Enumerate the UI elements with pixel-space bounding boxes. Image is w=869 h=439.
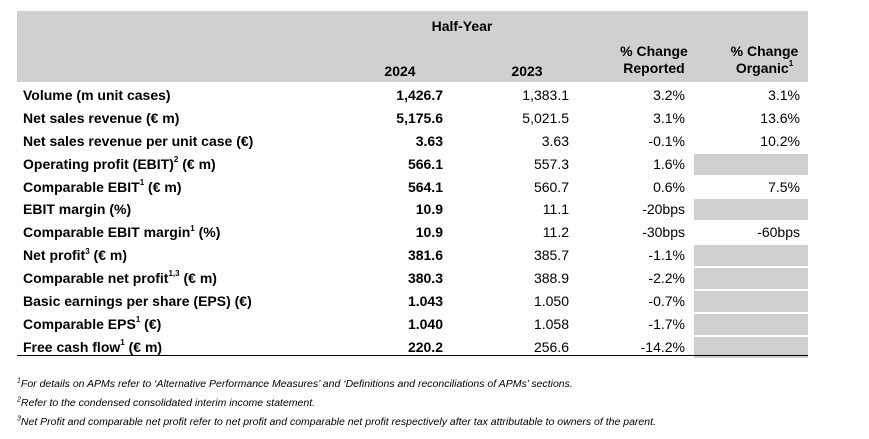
value-change-reported: 3.2% xyxy=(653,87,685,103)
row-label: Operating profit (EBIT)2 (€ m) xyxy=(23,155,216,172)
value-change-reported: -1.7% xyxy=(648,315,685,332)
value-change-reported: -30bps xyxy=(642,224,685,241)
value-2024: 1.040 xyxy=(407,315,443,332)
table-row: Operating profit (EBIT)2 (€ m) 566.1 557… xyxy=(17,153,808,176)
row-label: Basic earnings per share (EPS) (€) xyxy=(23,293,252,310)
value-2023: 388.9 xyxy=(533,270,569,287)
value-2023: 5,021.5 xyxy=(522,109,569,126)
value-2023: 385.7 xyxy=(533,247,569,264)
table-bottom-rule xyxy=(17,355,808,356)
table-row: Comparable EBIT1 (€ m) 564.1 560.7 0.6% … xyxy=(17,176,808,199)
table-row: EBIT margin (%) 10.9 11.1 -20bps xyxy=(17,198,808,221)
value-change-organic xyxy=(694,199,808,221)
value-change-organic xyxy=(694,153,808,175)
value-change-organic: 3.1% xyxy=(768,87,800,103)
value-change-organic xyxy=(694,268,808,290)
value-change-reported: -0.1% xyxy=(648,132,685,149)
value-change-organic: -60bps xyxy=(757,224,800,241)
value-2024: 220.2 xyxy=(407,338,443,355)
value-change-reported: -20bps xyxy=(642,201,685,218)
value-2024: 566.1 xyxy=(407,155,443,172)
value-change-reported: 0.6% xyxy=(653,178,685,195)
value-change-organic: 10.2% xyxy=(760,132,800,149)
value-2024: 381.6 xyxy=(407,247,443,264)
row-label: Volume (m unit cases) xyxy=(23,87,171,103)
table-row: Net sales revenue (€ m) 5,175.6 5,021.5 … xyxy=(17,107,808,130)
table-row: Basic earnings per share (EPS) (€) 1.043… xyxy=(17,290,808,313)
value-change-organic xyxy=(694,313,808,335)
footnotes: 1For details on APMs refer to ‘Alternati… xyxy=(17,375,857,432)
value-2024: 1.043 xyxy=(407,293,443,310)
row-label: Net profit3 (€ m) xyxy=(23,246,128,264)
value-change-organic: 7.5% xyxy=(768,178,800,195)
column-header-change-organic: % Change Organic1 xyxy=(730,43,799,76)
value-2023: 3.63 xyxy=(541,132,569,149)
value-2023: 1.058 xyxy=(533,315,569,332)
row-label: EBIT margin (%) xyxy=(23,201,132,218)
row-label: Comparable EBIT margin1 (%) xyxy=(23,223,221,241)
table-row: Comparable EPS1 (€) 1.040 1.058 -1.7% xyxy=(17,313,808,336)
column-header-2024: 2024 xyxy=(384,63,416,79)
value-2023: 560.7 xyxy=(533,178,569,195)
value-change-organic xyxy=(694,336,808,358)
value-2024: 1,426.7 xyxy=(396,87,443,103)
value-change-organic: 13.6% xyxy=(760,109,800,126)
footnote-2: 2Refer to the condensed consolidated int… xyxy=(17,396,316,410)
table-row: Volume (m unit cases) 1,426.7 1,383.1 3.… xyxy=(17,84,808,107)
value-2023: 256.6 xyxy=(533,338,569,355)
table-row: Free cash flow1 (€ m) 220.2 256.6 -14.2% xyxy=(17,336,808,359)
value-2024: 5,175.6 xyxy=(396,109,443,126)
value-2024: 10.9 xyxy=(415,224,443,241)
row-label: Comparable EBIT1 (€ m) xyxy=(23,177,182,195)
value-2024: 380.3 xyxy=(407,270,443,287)
table-row: Net profit3 (€ m) 381.6 385.7 -1.1% xyxy=(17,244,808,267)
value-change-reported: -0.7% xyxy=(648,293,685,310)
value-2024: 564.1 xyxy=(407,178,443,195)
value-change-reported: -14.2% xyxy=(640,338,685,355)
value-change-reported: -1.1% xyxy=(648,247,685,264)
row-label: Comparable net profit1,3 (€ m) xyxy=(23,269,217,287)
value-change-reported: -2.2% xyxy=(648,270,685,287)
table-row: Net sales revenue per unit case (€) 3.63… xyxy=(17,130,808,153)
value-2023: 1.050 xyxy=(533,293,569,310)
value-change-organic xyxy=(694,291,808,313)
table-row: Comparable EBIT margin1 (%) 10.9 11.2 -3… xyxy=(17,221,808,244)
row-label: Comparable EPS1 (€) xyxy=(23,315,162,332)
footnote-1: 1For details on APMs refer to ‘Alternati… xyxy=(17,377,573,391)
value-change-organic xyxy=(694,245,808,267)
value-change-reported: 3.1% xyxy=(653,109,685,126)
row-label: Net sales revenue per unit case (€) xyxy=(23,132,254,149)
table-row: Comparable net profit1,3 (€ m) 380.3 388… xyxy=(17,267,808,290)
row-label: Free cash flow1 (€ m) xyxy=(23,338,163,355)
table-body: Volume (m unit cases) 1,426.7 1,383.1 3.… xyxy=(17,84,808,359)
half-year-heading: Half-Year xyxy=(431,18,493,34)
footnote-3: 3Net Profit and comparable net profit re… xyxy=(17,415,656,429)
column-header-2023: 2023 xyxy=(511,63,543,79)
value-change-reported: 1.6% xyxy=(653,155,685,172)
column-header-change-reported: % Change Reported xyxy=(620,43,688,76)
value-2023: 11.1 xyxy=(542,201,569,218)
table-header xyxy=(17,11,808,82)
value-2023: 557.3 xyxy=(533,155,569,172)
value-2024: 10.9 xyxy=(415,201,443,218)
value-2023: 11.2 xyxy=(542,224,569,241)
value-2023: 1,383.1 xyxy=(522,87,569,103)
value-2024: 3.63 xyxy=(415,132,443,149)
row-label: Net sales revenue (€ m) xyxy=(23,109,180,126)
